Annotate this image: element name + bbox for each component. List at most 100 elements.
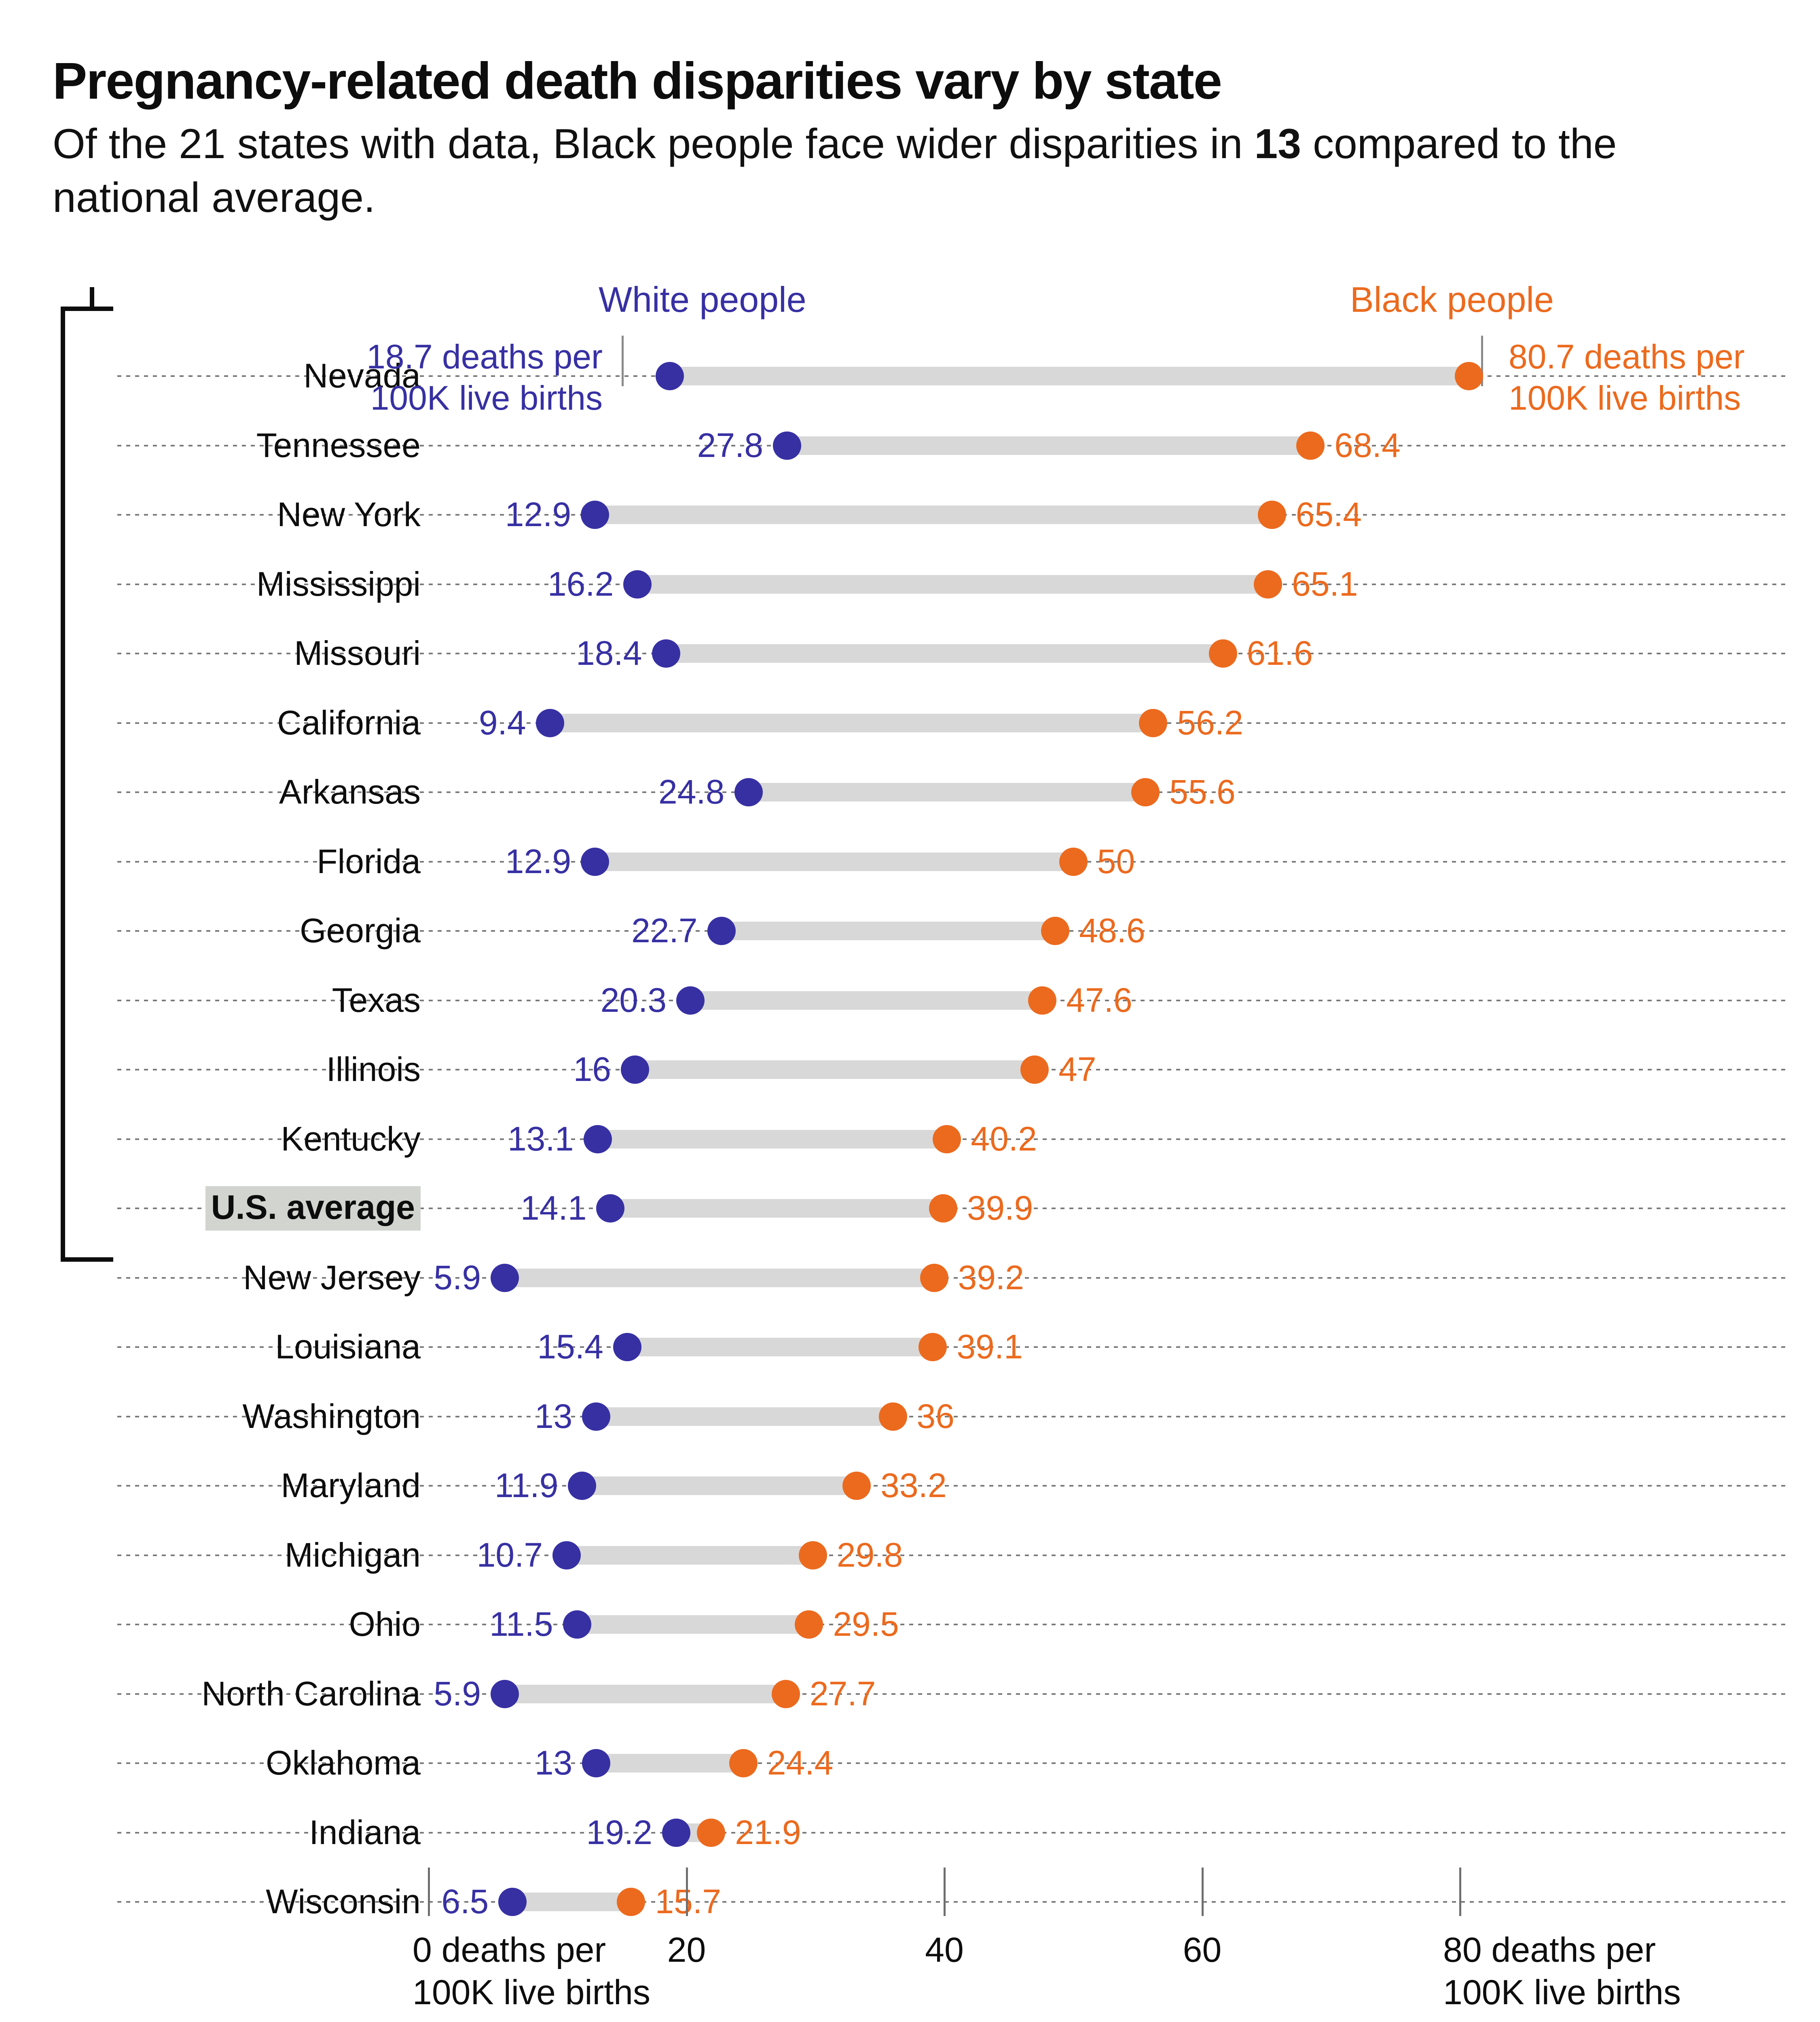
chart-row[interactable]: Ohio 11.5 29.5 <box>0 1602 1820 1646</box>
disparity-connector <box>505 1268 934 1287</box>
chart-row[interactable]: Louisiana 15.4 39.1 <box>0 1325 1820 1368</box>
white-people-dot[interactable] <box>552 1541 581 1569</box>
black-people-dot[interactable] <box>1131 778 1160 806</box>
chart-row[interactable]: California 9.4 56.2 <box>0 701 1820 745</box>
disparity-connector <box>550 713 1153 732</box>
black-value-label: 39.9 <box>967 1189 1033 1227</box>
white-people-dot[interactable] <box>734 778 763 806</box>
state-label-container: California <box>65 701 421 745</box>
state-label: Texas <box>332 981 421 1019</box>
white-people-dot[interactable] <box>656 362 684 390</box>
black-people-dot[interactable] <box>1139 709 1168 737</box>
white-people-dot[interactable] <box>623 570 652 599</box>
axis-tick <box>944 1868 946 1916</box>
chart-row[interactable]: New Jersey 5.9 39.2 <box>0 1256 1820 1299</box>
chart-row[interactable]: Mississippi 16.2 65.1 <box>0 562 1820 606</box>
black-people-dot[interactable] <box>617 1888 645 1916</box>
black-people-dot[interactable] <box>729 1749 758 1777</box>
white-people-dot[interactable] <box>581 501 609 529</box>
white-people-dot[interactable] <box>707 917 736 945</box>
chart-row[interactable]: Illinois 16 47 <box>0 1047 1820 1091</box>
chart-row[interactable]: Nevada 18.7 deaths per 100K live births 80.… <box>0 338 1820 417</box>
black-people-dot[interactable] <box>1208 639 1237 668</box>
black-value-label: 48.6 <box>1079 912 1145 950</box>
chart-row[interactable]: Michigan 10.7 29.8 <box>0 1533 1820 1577</box>
chart-row[interactable]: Indiana 19.2 21.9 <box>0 1810 1820 1854</box>
black-people-dot[interactable] <box>697 1818 726 1847</box>
state-label-container: New York <box>65 493 421 536</box>
white-people-dot[interactable] <box>581 847 609 876</box>
chart-row[interactable]: New York 12.9 65.4 <box>0 493 1820 536</box>
black-people-dot[interactable] <box>929 1194 957 1223</box>
black-people-dot[interactable] <box>1028 986 1057 1015</box>
state-label-container: Louisiana <box>65 1325 421 1368</box>
black-people-dot[interactable] <box>878 1402 907 1431</box>
black-people-dot[interactable] <box>933 1125 961 1153</box>
disparity-connector <box>787 436 1311 455</box>
page-title: Pregnancy-related death disparities vary… <box>53 52 1222 110</box>
white-value-label: 10.7 <box>476 1536 543 1574</box>
state-label: Washington <box>242 1397 421 1435</box>
white-people-dot[interactable] <box>498 1888 527 1916</box>
state-label-container: North Carolina <box>65 1672 421 1715</box>
black-people-dot[interactable] <box>1257 501 1286 529</box>
chart-row[interactable]: Tennessee 27.8 68.4 <box>0 423 1820 467</box>
white-callout-line1: 18.7 deaths per <box>366 338 603 376</box>
state-label-container: Illinois <box>65 1047 421 1091</box>
black-people-dot[interactable] <box>1254 570 1282 599</box>
chart-row[interactable]: North Carolina 5.9 27.7 <box>0 1672 1820 1715</box>
bracket-top-arm <box>61 307 113 311</box>
chart-row[interactable]: Wisconsin 6.5 15.7 <box>0 1880 1820 1923</box>
chart-row[interactable]: Washington 13 36 <box>0 1394 1820 1438</box>
white-people-dot[interactable] <box>582 1749 611 1777</box>
white-people-dot[interactable] <box>568 1472 597 1500</box>
white-people-dot[interactable] <box>662 1818 690 1847</box>
state-label-container: U.S. average <box>65 1186 421 1231</box>
black-people-dot[interactable] <box>1041 917 1070 945</box>
axis-tick-label: 20 <box>667 1931 706 1969</box>
chart-row[interactable]: Texas 20.3 47.6 <box>0 978 1820 1022</box>
chart-row[interactable]: U.S. average 14.1 39.9 <box>0 1186 1820 1231</box>
chart-row[interactable]: Missouri 18.4 61.6 <box>0 631 1820 675</box>
chart-row[interactable]: Arkansas 24.8 55.6 <box>0 770 1820 814</box>
white-people-dot[interactable] <box>535 709 564 737</box>
black-value-label: 29.8 <box>836 1536 903 1574</box>
white-people-dot[interactable] <box>596 1194 625 1223</box>
black-people-dot[interactable] <box>1020 1055 1049 1084</box>
black-people-dot[interactable] <box>1455 362 1484 390</box>
white-people-dot[interactable] <box>491 1679 519 1708</box>
white-people-dot[interactable] <box>652 639 680 668</box>
black-people-dot[interactable] <box>920 1263 948 1292</box>
disparity-connector <box>610 1199 943 1218</box>
white-value-label: 5.9 <box>434 1674 481 1713</box>
state-label: Louisiana <box>275 1328 421 1366</box>
white-people-dot[interactable] <box>773 431 802 460</box>
white-value-label: 5.9 <box>434 1258 481 1297</box>
white-people-dot[interactable] <box>563 1610 591 1639</box>
chart-row[interactable]: Florida 12.9 50 <box>0 840 1820 883</box>
white-people-dot[interactable] <box>491 1263 519 1292</box>
white-people-dot[interactable] <box>621 1055 649 1084</box>
white-people-dot[interactable] <box>613 1333 641 1361</box>
state-label: Florida <box>317 842 421 880</box>
white-value-label: 27.8 <box>697 426 764 464</box>
white-people-dot[interactable] <box>582 1402 611 1431</box>
chart-row[interactable]: Maryland 11.9 33.2 <box>0 1464 1820 1507</box>
legend-white-people: White people <box>599 279 806 319</box>
chart-row[interactable]: Kentucky 13.1 40.2 <box>0 1117 1820 1161</box>
black-people-dot[interactable] <box>795 1610 823 1639</box>
black-people-dot[interactable] <box>842 1472 871 1500</box>
bracket-vertical-bar <box>61 307 65 1262</box>
state-label-container: New Jersey <box>65 1256 421 1299</box>
black-people-dot[interactable] <box>1059 847 1088 876</box>
black-people-dot[interactable] <box>771 1679 800 1708</box>
chart-row[interactable]: Georgia 22.7 48.6 <box>0 909 1820 952</box>
chart-row[interactable]: Oklahoma 13 24.4 <box>0 1741 1820 1785</box>
state-label-container: Washington <box>65 1394 421 1438</box>
black-people-dot[interactable] <box>1296 431 1325 460</box>
black-people-dot[interactable] <box>798 1541 827 1569</box>
subtitle-highlight-count: 13 <box>1254 121 1302 167</box>
white-people-dot[interactable] <box>676 986 705 1015</box>
white-people-dot[interactable] <box>583 1125 612 1153</box>
black-people-dot[interactable] <box>918 1333 947 1361</box>
